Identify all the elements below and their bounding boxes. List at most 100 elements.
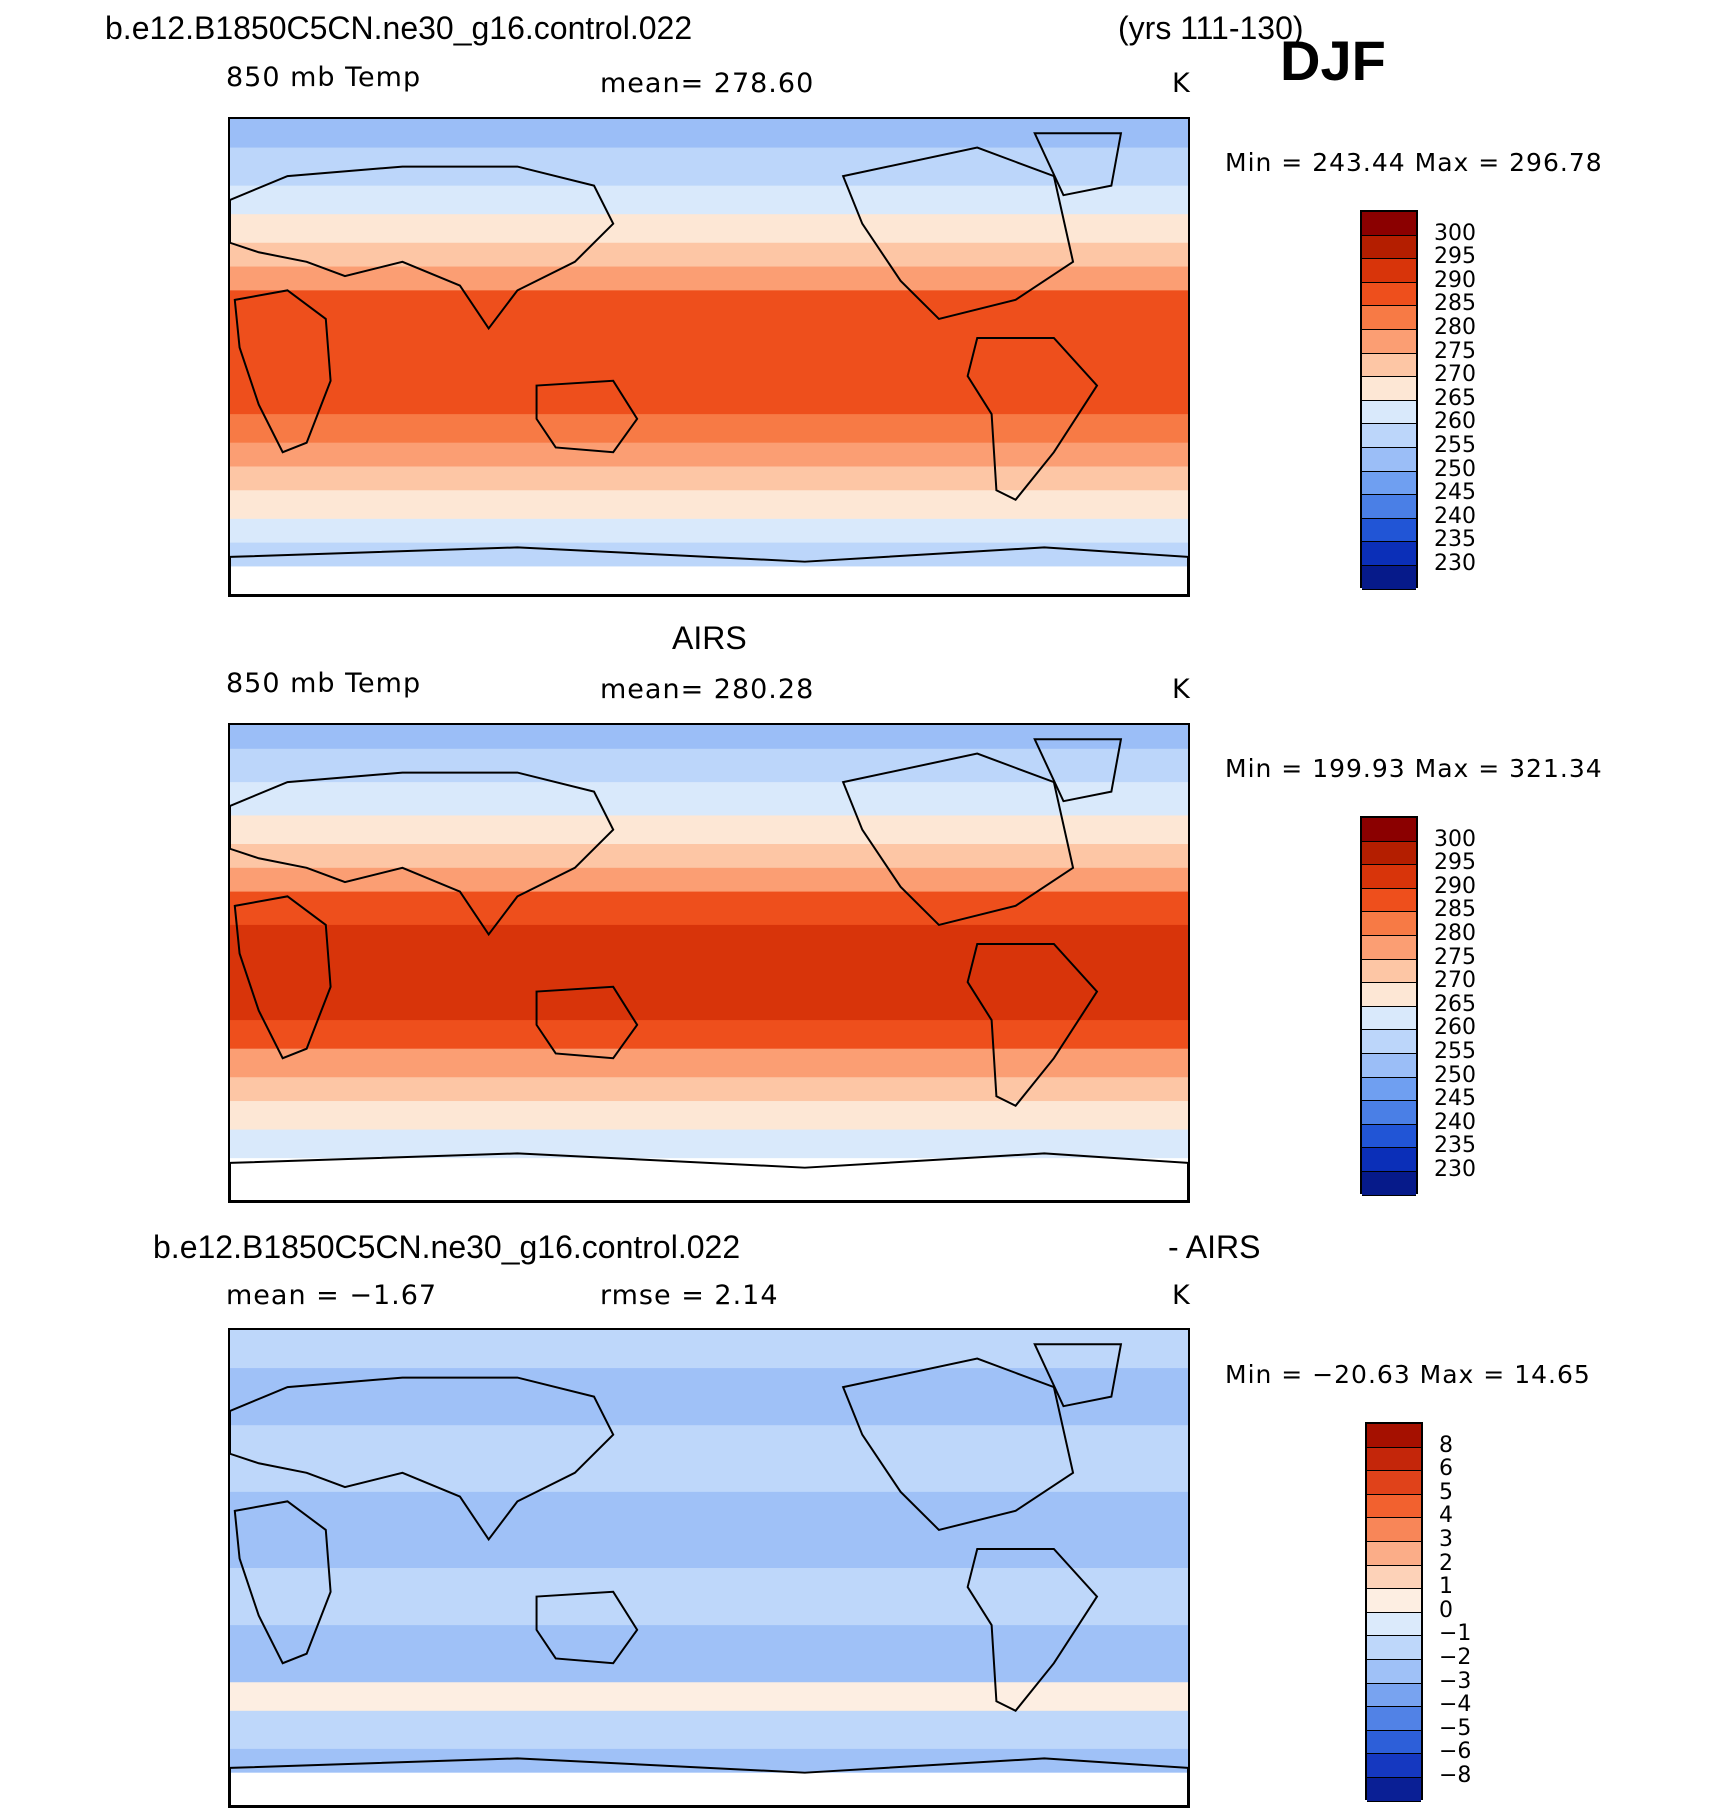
colorbar-label: 290 <box>1434 267 1476 293</box>
panel2-map <box>228 723 1190 1203</box>
colorbar-segment <box>1362 1006 1416 1031</box>
colorbar-label: −6 <box>1439 1739 1472 1765</box>
colorbar-segment <box>1362 235 1416 260</box>
field-band <box>230 1330 1188 1370</box>
colorbar-label: 0 <box>1439 1597 1453 1623</box>
colorbar-label: 270 <box>1434 968 1476 994</box>
colorbar-segment <box>1362 566 1416 590</box>
colorbar-segment <box>1367 1636 1421 1660</box>
coastline <box>535 1590 639 1665</box>
colorbar-segment <box>1362 518 1416 543</box>
colorbar-label: 1 <box>1439 1574 1453 1600</box>
colorbar-segment <box>1362 936 1416 960</box>
field-band <box>230 844 1188 869</box>
map-field <box>230 1330 1188 1806</box>
colorbar-segment <box>1367 1730 1421 1755</box>
panel1-mean: mean= 278.60 <box>600 68 815 99</box>
field-band <box>230 1101 1188 1131</box>
colorbar-label: 295 <box>1434 850 1476 876</box>
map-field <box>230 725 1188 1201</box>
colorbar-segment <box>1362 888 1416 913</box>
panel1-units: K <box>1172 68 1191 99</box>
colorbar-segment <box>1362 959 1416 984</box>
colorbar-segment <box>1367 1542 1421 1566</box>
field-band <box>230 748 1188 784</box>
colorbar-label: −8 <box>1439 1763 1472 1788</box>
field-band <box>230 242 1188 268</box>
colorbar-segment <box>1362 865 1416 889</box>
colorbar-label: 6 <box>1439 1456 1453 1482</box>
colorbar-label: 275 <box>1434 338 1476 364</box>
season-label: DJF <box>1280 29 1386 92</box>
colorbar-segment <box>1362 841 1416 866</box>
colorbar-label: 275 <box>1434 944 1476 970</box>
field-band <box>230 414 1188 444</box>
colorbar-segment <box>1367 1471 1421 1495</box>
colorbar-label: −5 <box>1439 1715 1472 1741</box>
field-band <box>230 518 1188 544</box>
colorbar-label: 230 <box>1434 551 1476 576</box>
colorbar-segment <box>1367 1683 1421 1708</box>
field-band <box>230 924 1188 1022</box>
field-band <box>230 1625 1188 1684</box>
coastline <box>230 771 615 937</box>
field-band <box>230 566 1188 595</box>
panel3-map <box>228 1328 1190 1808</box>
colorbar-segment <box>1367 1707 1421 1731</box>
coastline <box>841 146 1075 321</box>
colorbar-segment <box>1362 448 1416 472</box>
coastline <box>841 752 1075 927</box>
colorbar-segment <box>1362 377 1416 401</box>
years-label: (yrs 111-130) <box>1118 10 1304 46</box>
colorbar-segment <box>1367 1754 1421 1778</box>
coastline <box>535 985 639 1060</box>
colorbar-segment <box>1362 983 1416 1007</box>
colorbar-label: 245 <box>1434 1086 1476 1112</box>
panel2-units: K <box>1172 674 1191 705</box>
colorbar-segment <box>1362 282 1416 307</box>
field-band <box>230 290 1188 416</box>
field-band <box>230 466 1188 492</box>
colorbar-label: 295 <box>1434 244 1476 270</box>
field-band <box>230 1158 1188 1201</box>
diff-case-title: b.e12.B1850C5CN.ne30_g16.control.022 <box>153 1229 741 1265</box>
panel2-variable: 850 mb Temp <box>226 668 422 699</box>
colorbar-segment <box>1362 471 1416 496</box>
colorbar-segment <box>1367 1612 1421 1637</box>
colorbar-label: 8 <box>1439 1432 1453 1458</box>
colorbar-segment <box>1362 1054 1416 1078</box>
colorbar-label: 270 <box>1434 362 1476 388</box>
colorbar-segment <box>1367 1589 1421 1613</box>
map-field <box>230 119 1188 595</box>
colorbar-segment <box>1362 353 1416 378</box>
coastline <box>535 379 639 454</box>
field-band <box>230 1772 1188 1806</box>
colorbar-label: 235 <box>1434 527 1476 553</box>
colorbar-label: 235 <box>1434 1133 1476 1159</box>
coastline <box>230 1757 1188 1806</box>
colorbar-label: 3 <box>1439 1527 1453 1552</box>
coastline <box>1033 738 1123 803</box>
colorbar-box <box>1365 1422 1423 1802</box>
field-band <box>230 891 1188 926</box>
field-band <box>230 1491 1188 1569</box>
colorbar-segment <box>1362 542 1416 566</box>
colorbar-segment <box>1362 1030 1416 1054</box>
colorbar-segment <box>1362 259 1416 283</box>
colorbar-label: 240 <box>1434 1109 1476 1135</box>
field-band <box>230 1077 1188 1103</box>
panel3-units: K <box>1172 1280 1191 1311</box>
coastline <box>233 289 332 454</box>
field-band <box>230 1020 1188 1050</box>
coastline <box>230 546 1188 595</box>
field-band <box>230 1048 1188 1079</box>
colorbar-segment <box>1367 1518 1421 1542</box>
colorbar-label: 240 <box>1434 503 1476 529</box>
colorbar-segment <box>1367 1778 1421 1802</box>
panel2-mean: mean= 280.28 <box>600 674 815 705</box>
field-band <box>230 1129 1188 1160</box>
obs-title: AIRS <box>672 620 747 656</box>
colorbar-label: 280 <box>1434 315 1476 340</box>
coastline <box>966 336 1099 502</box>
colorbar-segment <box>1362 1172 1416 1196</box>
